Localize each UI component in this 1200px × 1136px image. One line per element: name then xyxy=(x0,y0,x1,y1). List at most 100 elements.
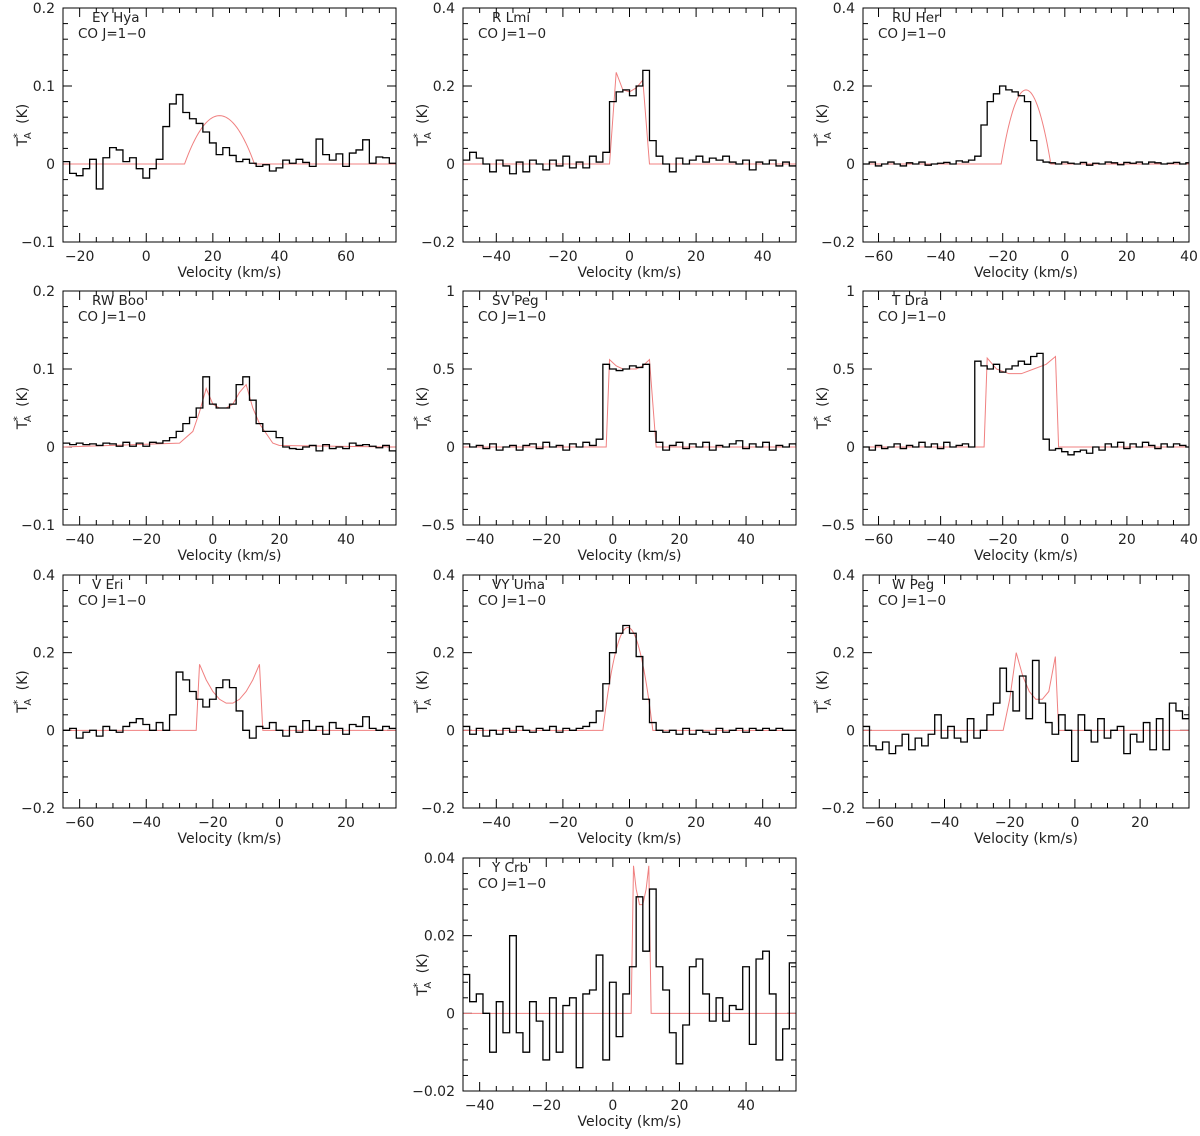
panel-subtitle: CO J=1−0 xyxy=(478,593,546,609)
plot-frame xyxy=(862,7,1190,243)
plot-frame xyxy=(862,290,1190,526)
fit-curve xyxy=(463,72,796,165)
spectrum-panel: −60 −40 −20 0 20 −0.2 0 0.2 0.4 Velocity (km/s) T*… xyxy=(11,568,397,847)
panel-title: EY Hya xyxy=(92,10,139,26)
y-tick-label: 0 xyxy=(446,1006,455,1022)
y-tick-label: 0 xyxy=(846,723,855,739)
x-tick-label: 0 xyxy=(625,249,634,265)
y-axis-label: T*A (K) xyxy=(411,670,434,713)
y-tick-label: 0.2 xyxy=(33,646,55,662)
fit-curve xyxy=(463,358,796,448)
panel-subtitle: CO J=1−0 xyxy=(878,593,946,609)
x-tick-label: 0 xyxy=(608,1098,617,1114)
y-tick-label: 0.4 xyxy=(833,568,855,584)
y-axis-label: T*A (K) xyxy=(11,104,34,147)
x-tick-label: −60 xyxy=(864,532,894,548)
fit-curve xyxy=(63,115,396,165)
x-axis-label: Velocity (km/s) xyxy=(577,548,681,564)
panel-subtitle: CO J=1−0 xyxy=(878,26,946,42)
y-axis-label: T*A (K) xyxy=(811,104,834,147)
y-axis-label: T*A (K) xyxy=(411,953,434,996)
observed-spectrum xyxy=(463,69,796,175)
x-tick-label: −20 xyxy=(995,815,1025,831)
panel-subtitle: CO J=1−0 xyxy=(78,309,146,325)
plot-frame xyxy=(862,574,1190,809)
x-axis-label: Velocity (km/s) xyxy=(177,265,281,281)
x-tick-label: 0 xyxy=(1060,532,1069,548)
x-tick-label: 20 xyxy=(204,249,222,265)
x-tick-label: 20 xyxy=(687,815,705,831)
x-tick-label: −40 xyxy=(482,815,512,831)
y-tick-label: −0.1 xyxy=(21,235,55,251)
y-tick-label: −0.02 xyxy=(412,1084,455,1100)
x-tick-label: −20 xyxy=(531,1098,561,1114)
y-axis-label: T*A (K) xyxy=(11,387,34,430)
y-tick-label: 0.02 xyxy=(424,929,455,945)
panel-subtitle: CO J=1−0 xyxy=(78,593,146,609)
spectrum-panel: −40 −20 0 20 40 −0.1 0 0.1 0.2 Velocity (km/s) T*A… xyxy=(11,284,397,564)
fit-curve xyxy=(863,355,1189,448)
y-tick-label: 0.2 xyxy=(833,79,855,95)
y-tick-label: 1 xyxy=(846,284,855,300)
observed-spectrum xyxy=(463,624,796,737)
y-tick-label: −0.5 xyxy=(421,518,455,534)
y-tick-label: 0.1 xyxy=(33,79,55,95)
panel-title: T Dra xyxy=(891,293,929,309)
panel-title: R Lmi xyxy=(492,10,530,26)
x-tick-label: 0 xyxy=(208,532,217,548)
x-axis-label: Velocity (km/s) xyxy=(577,265,681,281)
x-tick-label: −60 xyxy=(864,249,894,265)
y-tick-label: 0 xyxy=(446,440,455,456)
y-tick-label: 0.4 xyxy=(433,1,455,17)
panel-title: V Eri xyxy=(92,577,123,593)
spectrum-panel: −40 −20 0 20 40 −0.2 0 0.2 0.4 Velocity (km/s) T*A… xyxy=(411,568,797,847)
x-tick-label: 20 xyxy=(1131,815,1149,831)
x-tick-label: −40 xyxy=(926,532,956,548)
plot-frame xyxy=(62,290,397,526)
y-tick-label: 0.5 xyxy=(433,362,455,378)
observed-spectrum xyxy=(63,93,396,190)
y-tick-label: 0.2 xyxy=(433,79,455,95)
panel-subtitle: CO J=1−0 xyxy=(78,26,146,42)
fit-curve xyxy=(863,89,1189,165)
panel-title: RW Boo xyxy=(92,293,144,309)
spectrum-panel: −40 −20 0 20 40 −0.02 0 0.02 0.04 Velocity (km/s)… xyxy=(411,851,797,1130)
y-axis-label: T*A (K) xyxy=(811,670,834,713)
x-tick-label: 0 xyxy=(142,249,151,265)
x-tick-label: −40 xyxy=(65,532,95,548)
x-tick-label: 60 xyxy=(337,249,355,265)
y-tick-label: 0 xyxy=(846,157,855,173)
observed-spectrum xyxy=(463,363,796,451)
x-tick-label: 20 xyxy=(671,1098,689,1114)
x-tick-label: 20 xyxy=(687,249,705,265)
spectrum-panel: −60 −40 −20 0 20 −0.2 0 0.2 0.4 Velocity (km/s) T*… xyxy=(811,568,1190,847)
panel-title: W Peg xyxy=(892,577,934,593)
panel-title: Y Crb xyxy=(491,860,528,876)
x-tick-label: −20 xyxy=(531,532,561,548)
panel-title: VY Uma xyxy=(492,577,545,593)
x-axis-label: Velocity (km/s) xyxy=(974,548,1078,564)
plot-frame xyxy=(462,857,797,1092)
spectrum-panel: −20 0 20 40 60 −0.1 0 0.1 0.2 Velocity (km/s) T*A … xyxy=(11,1,397,281)
x-tick-label: 40 xyxy=(1180,249,1198,265)
observed-spectrum xyxy=(463,888,796,1069)
x-tick-label: −40 xyxy=(131,815,161,831)
y-axis-label: T*A (K) xyxy=(811,387,834,430)
panel-title: SV Peg xyxy=(492,293,539,309)
spectrum-panel: −60 −40 −20 0 20 40 −0.2 0 0.2 0.4 Velocity (km/s)… xyxy=(811,1,1198,281)
spectrum-panel: −60 −40 −20 0 20 40 −0.5 0 0.5 1 Velocity (km/s) T*… xyxy=(811,284,1198,564)
x-tick-label: −40 xyxy=(926,249,956,265)
x-tick-label: −40 xyxy=(482,249,512,265)
y-tick-label: 1 xyxy=(446,284,455,300)
x-axis-label: Velocity (km/s) xyxy=(974,831,1078,847)
x-tick-label: −40 xyxy=(465,532,495,548)
plot-frame xyxy=(62,574,397,809)
y-tick-label: −0.2 xyxy=(421,801,455,817)
x-tick-label: −60 xyxy=(865,815,895,831)
panel-subtitle: CO J=1−0 xyxy=(878,309,946,325)
x-tick-label: 20 xyxy=(1118,249,1136,265)
observed-spectrum xyxy=(63,671,396,739)
fit-curve xyxy=(463,626,796,731)
observed-spectrum xyxy=(863,352,1189,456)
x-tick-label: −20 xyxy=(65,249,95,265)
